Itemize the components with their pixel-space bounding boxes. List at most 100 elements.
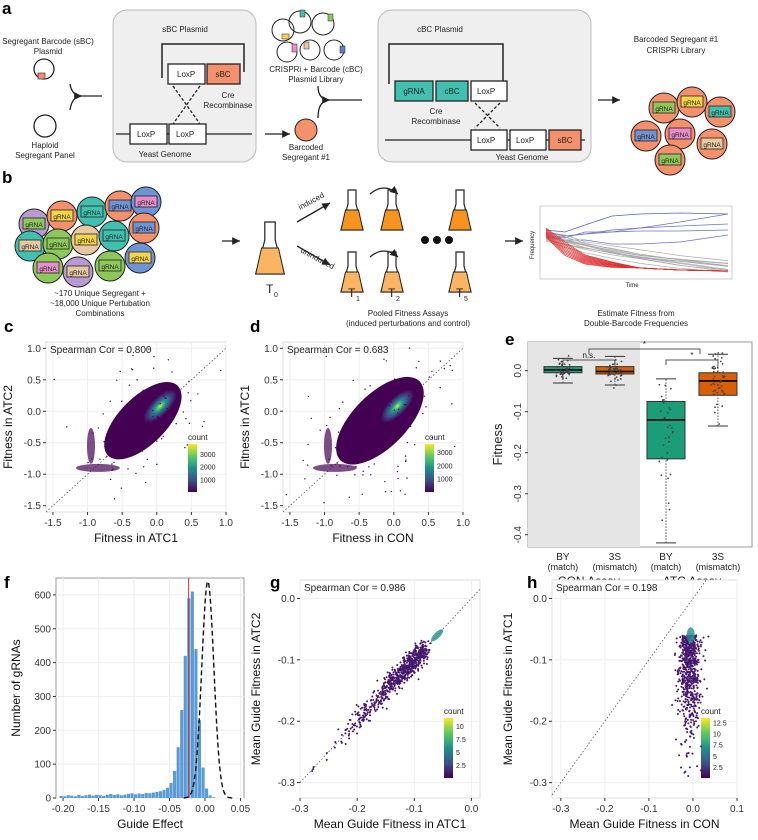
- scatter-point: [694, 720, 697, 723]
- scatter-point: [171, 371, 173, 373]
- jitter-point: [669, 408, 672, 411]
- scatter-point: [706, 687, 709, 690]
- scatter-point: [128, 384, 131, 386]
- scatter-point: [693, 720, 696, 723]
- histogram-bar: [73, 796, 77, 798]
- scatter-point: [691, 752, 694, 755]
- box2-title: cBC Plasmid: [417, 25, 463, 34]
- jitter-point: [556, 366, 559, 369]
- legend-title: count: [444, 707, 464, 716]
- scatter-point: [704, 649, 707, 652]
- scatter-point: [409, 659, 412, 662]
- y-tick-label: 1.0: [264, 344, 278, 355]
- scatter-point: [387, 697, 390, 700]
- scatter-point: [690, 691, 693, 694]
- scatter-point: [692, 672, 695, 675]
- jitter-point: [722, 391, 724, 393]
- scatter-point: [677, 688, 680, 691]
- scatter-point: [130, 411, 132, 413]
- scatter-point: [337, 431, 340, 433]
- loxp2-element: [167, 63, 206, 85]
- grna-tag-icon: [50, 209, 74, 222]
- color-bar: [444, 718, 453, 778]
- scatter-point: [364, 705, 367, 708]
- scatter-point: [131, 368, 134, 371]
- scatter-point: [380, 702, 383, 705]
- scatter-point: [350, 441, 353, 443]
- histogram-bar: [116, 794, 120, 798]
- scatter-point: [362, 714, 365, 717]
- scatter-point: [678, 699, 681, 702]
- scatter-point: [422, 646, 425, 649]
- scatter-point: [411, 659, 414, 662]
- scatter-point: [681, 657, 684, 660]
- merge-arrow-icon-2: [317, 85, 362, 119]
- jitter-point: [716, 366, 719, 369]
- jitter-point: [720, 379, 722, 382]
- scatter-point: [421, 666, 424, 669]
- scatter-point: [363, 712, 366, 715]
- scatter-point: [400, 664, 403, 667]
- jitter-point: [719, 386, 721, 389]
- scatter-point: [426, 658, 429, 661]
- scatter-point: [367, 708, 370, 711]
- cre-label-2: Cre: [430, 107, 443, 116]
- scatter-point: [700, 668, 703, 671]
- scatter-point: [312, 767, 315, 770]
- x-tick-label: -0.20: [52, 804, 75, 815]
- scatter-point: [693, 646, 696, 649]
- jitter-point: [619, 369, 622, 371]
- frequency-lines: [545, 212, 729, 273]
- scatter-point: [426, 662, 429, 665]
- jitter-point: [568, 369, 571, 372]
- scatter-point: [340, 740, 343, 743]
- scatter-point: [166, 407, 168, 410]
- scatter-point: [404, 651, 407, 654]
- scatter-point: [394, 689, 397, 692]
- jitter-point: [668, 508, 671, 511]
- jitter-point: [562, 370, 565, 373]
- scatter-point: [414, 649, 417, 652]
- histogram-bar: [84, 795, 88, 798]
- jitter-point: [555, 371, 558, 374]
- scatter-point: [699, 639, 702, 642]
- scatter-point: [417, 668, 420, 671]
- histogram-bar: [126, 793, 131, 798]
- frequency-line: [545, 240, 729, 273]
- scatter-point: [684, 700, 687, 703]
- scatter-point: [353, 728, 356, 731]
- density-core: [143, 389, 178, 424]
- scatter-point: [689, 649, 692, 652]
- scatter-point: [168, 411, 171, 413]
- scatter-point: [678, 659, 681, 662]
- scatter-point: [678, 667, 681, 670]
- scatter-point: [360, 422, 362, 424]
- histogram-bar: [197, 720, 202, 798]
- scatter-point: [388, 404, 391, 407]
- scatter-point: [182, 411, 184, 413]
- legend-title: count: [701, 707, 721, 716]
- legend-tick-label: 7.5: [713, 743, 723, 750]
- scatter-point: [391, 383, 393, 386]
- scatter-point: [220, 369, 222, 372]
- group-label: 3S: [609, 552, 622, 563]
- scatter-point: [393, 680, 396, 683]
- scatter-point: [689, 662, 692, 665]
- significance-bracket: [665, 359, 719, 365]
- grna-tag-label: gRNA: [661, 158, 679, 165]
- jitter-point: [716, 403, 718, 406]
- scatter-point: [398, 687, 401, 690]
- scatter-point: [377, 703, 380, 706]
- scatter-point: [675, 641, 678, 644]
- scatter-point: [686, 718, 689, 721]
- scatter-point: [162, 435, 164, 437]
- frequency-line: [545, 237, 729, 265]
- scatter-point: [104, 440, 106, 443]
- scatter-point: [406, 390, 409, 392]
- scatter-point: [396, 663, 399, 666]
- scatter-point: [405, 654, 408, 657]
- scatter-point: [109, 478, 112, 481]
- scatter-point: [698, 641, 701, 644]
- scatter-point: [351, 723, 354, 726]
- scatter-point: [121, 410, 124, 413]
